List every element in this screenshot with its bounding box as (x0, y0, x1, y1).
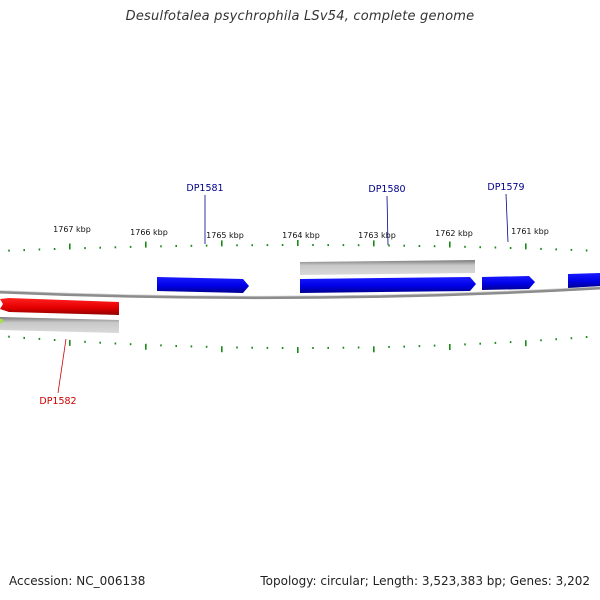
gene-label-DP1579: DP1579 (487, 182, 524, 193)
scale-label-1761: 1761 kbp (511, 227, 549, 236)
gene-label-DP1581: DP1581 (186, 183, 223, 194)
gene-label-DP1580: DP1580 (368, 184, 405, 195)
scale-label-1763: 1763 kbp (358, 231, 396, 240)
outer-scale-ticks (8, 240, 588, 252)
gene-DP1579[interactable]: DP1579 (482, 182, 535, 290)
gene-DP1579-arrow (482, 276, 535, 290)
scale-label-1765: 1765 kbp (206, 231, 244, 240)
gene-DP1579-leader (505, 193, 509, 243)
gene-DP1582-shadow (0, 317, 119, 333)
gene-DP1580-leader (386, 195, 389, 246)
scale-label-1762: 1762 kbp (435, 229, 473, 238)
gene-DP1582[interactable]: DP1582 (0, 298, 119, 407)
genome-summary-text: Topology: circular; Length: 3,523,383 bp… (260, 574, 590, 588)
gene-DP1580-arrow (300, 277, 476, 293)
scale-label-1764: 1764 kbp (282, 231, 320, 240)
gene-label-DP1582: DP1582 (39, 396, 76, 407)
genome-backbone-highlight (0, 286, 600, 297)
scale-labels: 1767 kbp 1766 kbp 1765 kbp 1764 kbp 1763… (53, 225, 549, 240)
gene-DP1580-shadow (300, 260, 475, 275)
gene-DP1580[interactable]: DP1580 (300, 184, 476, 293)
gene-DP1581-arrow (157, 277, 249, 293)
gene-DP1582-leader (57, 338, 67, 394)
gene-DP1582-arrow (0, 298, 119, 315)
map-title: Desulfotalea psychrophila LSv54, complet… (125, 9, 475, 24)
gene-DP1581[interactable]: DP1581 (157, 183, 249, 293)
gene-next-arrow (568, 273, 600, 288)
genome-backbone (0, 286, 600, 300)
scale-label-1766: 1766 kbp (130, 228, 168, 237)
left-edge-marker (0, 318, 4, 324)
inner-scale-ticks (8, 335, 588, 353)
scale-label-1767: 1767 kbp (53, 225, 91, 234)
accession-text: Accession: NC_006138 (9, 574, 146, 588)
gene-next[interactable] (568, 273, 600, 288)
